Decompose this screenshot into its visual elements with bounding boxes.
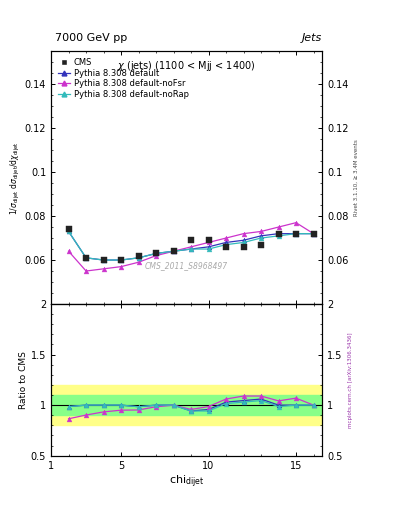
- Text: CMS_2011_S8968497: CMS_2011_S8968497: [145, 262, 228, 270]
- Text: $\chi$ (jets) (1100 < Mjj < 1400): $\chi$ (jets) (1100 < Mjj < 1400): [118, 59, 256, 73]
- Text: Jets: Jets: [302, 33, 322, 44]
- Bar: [51, 395, 322, 415]
- Y-axis label: mcplots.cern.ch [arXiv:1306.3436]: mcplots.cern.ch [arXiv:1306.3436]: [348, 332, 353, 428]
- Bar: [51, 385, 322, 425]
- Y-axis label: Rivet 3.1.10, ≥ 3.4M events: Rivet 3.1.10, ≥ 3.4M events: [354, 139, 359, 216]
- X-axis label: chi$_{\mathregular{dijet}}$: chi$_{\mathregular{dijet}}$: [169, 473, 204, 489]
- Text: 7000 GeV pp: 7000 GeV pp: [55, 33, 127, 44]
- Y-axis label: Ratio to CMS: Ratio to CMS: [19, 351, 28, 409]
- Y-axis label: $1/\sigma_\mathrm{dijet}\ \mathrm{d}\sigma_\mathrm{dijet}/\mathrm{d}\chi_\mathrm: $1/\sigma_\mathrm{dijet}\ \mathrm{d}\sig…: [9, 141, 22, 215]
- Legend: CMS, Pythia 8.308 default, Pythia 8.308 default-noFsr, Pythia 8.308 default-noRa: CMS, Pythia 8.308 default, Pythia 8.308 …: [54, 55, 192, 102]
